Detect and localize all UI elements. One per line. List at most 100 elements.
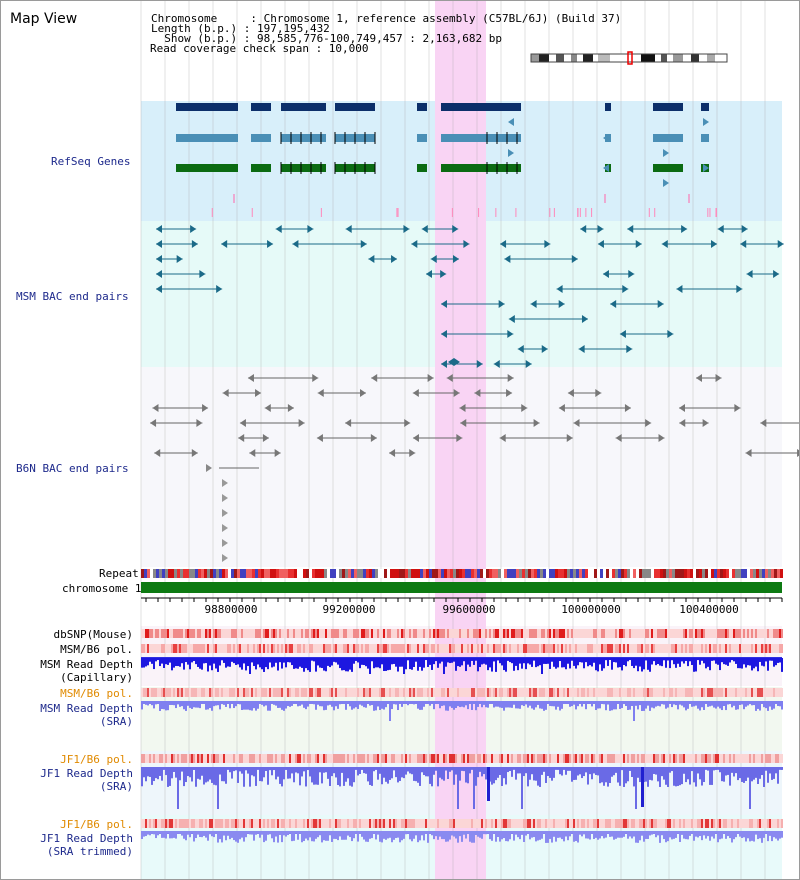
polymorphism-density	[731, 754, 733, 763]
repeat-element	[576, 569, 579, 578]
read-depth-bar	[417, 767, 419, 783]
read-depth-bar	[463, 658, 465, 662]
read-depth-bar	[165, 701, 167, 711]
gene-strand-arrow	[703, 134, 709, 142]
read-depth-bar	[741, 767, 743, 782]
polymorphism-density	[699, 644, 701, 653]
polymorphism-density	[647, 688, 649, 697]
read-depth-bar	[205, 658, 207, 664]
read-depth-bar	[733, 831, 735, 840]
b6n-bac-end	[760, 419, 767, 427]
read-depth-bar	[771, 831, 773, 842]
polymorphism-density	[297, 644, 299, 653]
polymorphism-density	[141, 754, 143, 763]
read-depth-bar	[523, 658, 525, 664]
read-depth-bar	[459, 831, 461, 837]
polymorphism-density	[775, 629, 777, 638]
polymorphism-density	[381, 644, 383, 653]
read-depth-bar	[619, 767, 621, 786]
polymorphism-density	[357, 629, 359, 638]
read-depth-bar	[719, 831, 721, 840]
read-depth-bar	[637, 767, 639, 778]
read-depth-bar	[327, 767, 329, 779]
polymorphism-density	[605, 688, 607, 697]
polymorphism-density	[491, 754, 493, 763]
read-depth-bar	[761, 701, 763, 704]
read-depth-bar	[275, 701, 277, 706]
polymorphism-density	[251, 688, 253, 697]
read-depth-bar	[457, 701, 459, 707]
read-depth-bar	[365, 701, 367, 708]
polymorphism-density	[681, 688, 683, 697]
b6n-bac-end	[658, 434, 665, 442]
read-depth-bar	[721, 767, 723, 782]
polymorphism-density	[579, 754, 581, 763]
read-depth-bar	[661, 701, 663, 705]
polymorphism-density	[729, 629, 731, 638]
polymorphism-density	[577, 644, 579, 653]
polymorphism-density	[589, 754, 591, 763]
read-depth-bar	[343, 701, 345, 704]
polymorphism-density	[419, 629, 421, 638]
read-depth-bar	[213, 658, 215, 664]
read-depth-bar	[781, 831, 783, 838]
read-depth-bar	[197, 767, 199, 779]
polymorphism-density	[721, 644, 723, 653]
polymorphism-density	[609, 688, 611, 697]
polymorphism-density	[215, 688, 217, 697]
polymorphism-density	[179, 754, 181, 763]
read-depth-bar	[289, 658, 291, 663]
polymorphism-density	[775, 644, 777, 653]
read-depth-bar	[181, 701, 183, 707]
polymorphism-density	[211, 688, 213, 697]
polymorphism-density	[187, 688, 189, 697]
polymorphism-density	[389, 754, 391, 763]
repeat-element	[264, 569, 267, 578]
polymorphism-density	[313, 688, 315, 697]
polymorphism-density	[211, 819, 213, 828]
read-depth-bar	[497, 658, 499, 661]
repeat-element	[162, 569, 165, 578]
polymorphism-density	[237, 819, 239, 828]
read-depth-bar	[603, 701, 605, 705]
b6n-bac-end	[507, 374, 514, 382]
msm-bac-end	[661, 240, 668, 248]
polymorphism-density	[211, 644, 213, 653]
polymorphism-density	[743, 688, 745, 697]
polymorphism-density	[463, 688, 465, 697]
read-depth-bar	[495, 658, 497, 672]
read-depth-bar	[151, 831, 153, 834]
msm-bac-end	[360, 240, 367, 248]
read-depth-bar	[271, 701, 273, 704]
polymorphism-density	[143, 819, 145, 828]
read-depth-bar	[733, 767, 735, 777]
repeat-element	[621, 569, 624, 578]
polymorphism-density	[627, 688, 629, 697]
polymorphism-density	[441, 688, 443, 697]
read-depth-bar	[221, 701, 223, 705]
polymorphism-density	[485, 819, 487, 828]
polymorphism-density	[385, 688, 387, 697]
polymorphism-density	[201, 754, 203, 763]
b6n-bac-end	[427, 374, 434, 382]
read-depth-bar	[765, 831, 767, 834]
polymorphism-density	[421, 819, 423, 828]
polymorphism-density	[373, 688, 375, 697]
read-depth-bar	[711, 701, 713, 706]
polymorphism-density	[239, 754, 241, 763]
polymorphism-density	[683, 819, 685, 828]
polymorphism-density	[407, 644, 409, 653]
read-depth-bar	[725, 701, 727, 711]
read-depth-bar	[593, 767, 595, 774]
polymorphism-density	[551, 644, 553, 653]
polymorphism-density	[497, 644, 499, 653]
polymorphism-density	[179, 688, 181, 697]
read-depth-bar	[215, 658, 217, 669]
read-depth-bar	[659, 658, 661, 666]
read-depth-bar	[487, 701, 489, 708]
read-depth-bar	[677, 767, 679, 786]
polymorphism-density	[459, 688, 461, 697]
polymorphism-density	[411, 644, 413, 653]
polymorphism-density	[247, 754, 249, 763]
